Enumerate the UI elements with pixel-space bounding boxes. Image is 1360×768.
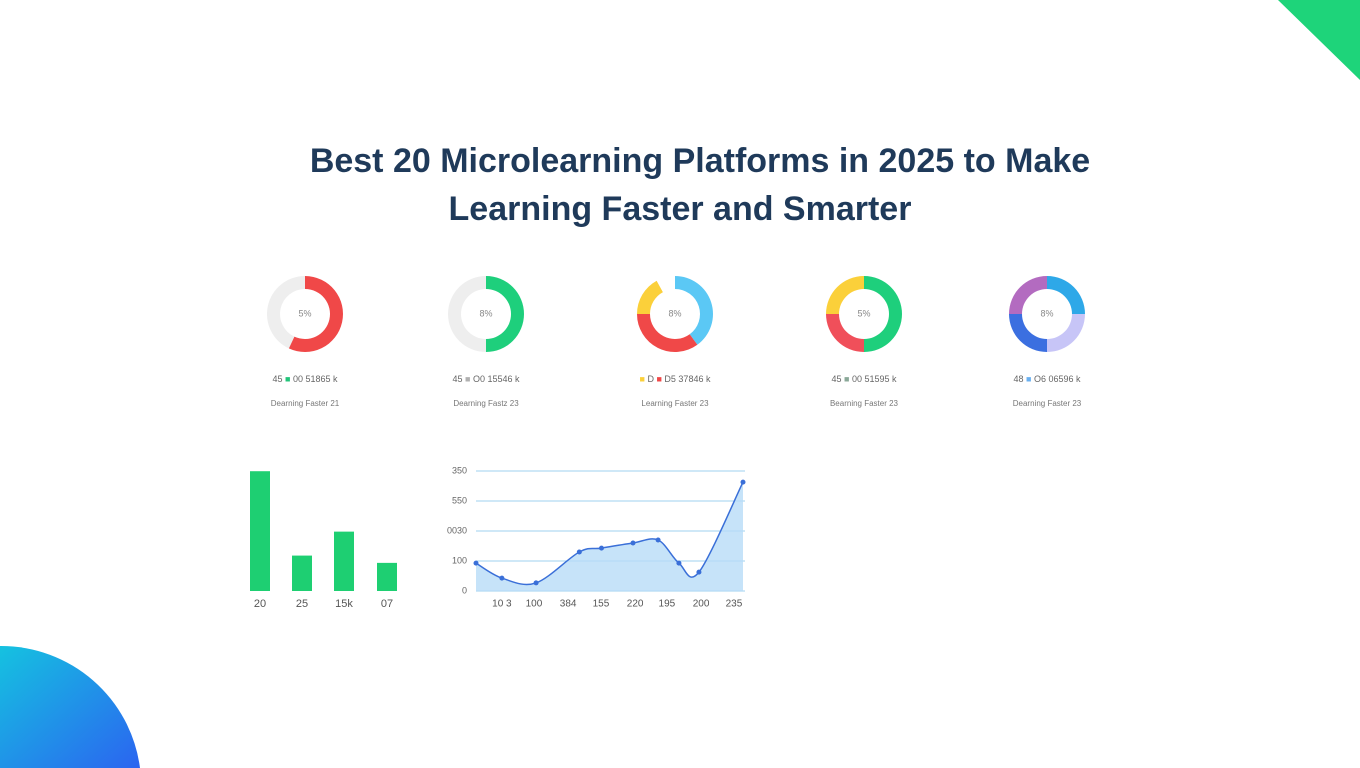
bar	[334, 531, 354, 591]
legend-text: O0 15546 k	[470, 374, 520, 384]
donut-center-label: 8%	[1040, 308, 1053, 318]
y-tick-label: 350	[452, 465, 467, 475]
x-tick-label: 195	[659, 599, 676, 610]
legend-text: 45	[273, 374, 286, 384]
donut-segment	[1047, 276, 1085, 314]
donut-segment	[1047, 314, 1085, 352]
point	[473, 560, 479, 566]
x-tick-label: 25	[296, 598, 308, 610]
legend-swatch: ■	[465, 374, 470, 384]
legend-text: 45	[453, 374, 466, 384]
x-tick-label: 07	[381, 598, 393, 610]
point	[533, 580, 539, 586]
bar	[377, 562, 397, 591]
point	[630, 540, 636, 546]
donut-segment	[486, 276, 524, 352]
x-tick-label: 235	[726, 599, 743, 610]
legend-line: 45 ■ 00 51865 k	[273, 374, 338, 384]
legend-text: D	[645, 374, 657, 384]
point	[676, 560, 682, 566]
donut-segment	[1009, 276, 1047, 314]
donut-segment	[637, 314, 698, 352]
legend-text: 48	[1014, 374, 1027, 384]
point	[696, 569, 702, 575]
legend-line: 45 ■ 00 51595 k	[832, 374, 897, 384]
legend-line: 45 ■ O0 15546 k	[453, 374, 520, 384]
donut-center-label: 8%	[668, 308, 681, 318]
point	[499, 575, 505, 581]
title: Learning Faster and Smarter	[449, 190, 912, 228]
y-tick-label: 0	[462, 585, 467, 595]
x-tick-label: 10 3	[492, 599, 512, 610]
x-tick-label: 220	[627, 599, 644, 610]
corner-decoration	[1278, 0, 1360, 80]
y-tick-label: 550	[452, 495, 467, 505]
corner-decoration	[0, 645, 140, 768]
donut-center-label: 8%	[479, 308, 492, 318]
legend-text: 00 51865 k	[290, 374, 338, 384]
legend-swatch: ■	[285, 374, 290, 384]
bar	[250, 471, 270, 591]
legend-line: ■ D ■ D5 37846 k	[640, 374, 711, 384]
legend-text: 00 51595 k	[849, 374, 897, 384]
legend-swatch: ■	[656, 374, 661, 384]
legend-swatch: ■	[1026, 374, 1031, 384]
donut-center-label: 5%	[857, 308, 870, 318]
donut-segment	[1009, 314, 1047, 352]
x-tick-label: 15k	[335, 598, 353, 610]
point	[655, 537, 661, 543]
donut-segment	[864, 276, 902, 352]
caption: Learning Faster 23	[641, 399, 709, 408]
legend-text: D5 37846 k	[662, 374, 711, 384]
donut-segment	[826, 276, 864, 314]
line	[475, 481, 744, 586]
caption: Dearning Faster 21	[271, 399, 340, 408]
donut-segment	[266, 276, 305, 349]
title: Best 20 Microlearning Platforms in 2025 …	[310, 142, 1090, 180]
donut-segment	[448, 276, 486, 352]
x-tick-label: 20	[254, 598, 266, 610]
x-tick-label: 384	[560, 599, 577, 610]
x-tick-label: 100	[526, 599, 543, 610]
donut-segment	[288, 276, 343, 352]
x-tick-label: 200	[693, 599, 710, 610]
donut-segment	[826, 314, 864, 352]
donut-center-label: 5%	[298, 308, 311, 318]
area	[476, 482, 743, 591]
point	[576, 549, 582, 555]
x-tick-label: 155	[593, 599, 610, 610]
caption: Dearning Fastz 23	[453, 399, 519, 408]
y-tick-label: 100	[452, 555, 467, 565]
point	[740, 479, 746, 485]
legend-text: O6 06596 k	[1031, 374, 1081, 384]
caption: Bearning Faster 23	[830, 399, 899, 408]
legend-line: 48 ■ O6 06596 k	[1014, 374, 1081, 384]
bar	[292, 555, 312, 591]
legend-swatch: ■	[844, 374, 849, 384]
donut-segment	[675, 276, 713, 345]
donut-segment	[656, 276, 675, 293]
point	[598, 545, 604, 551]
y-tick-label: 0030	[447, 525, 467, 535]
legend-swatch: ■	[640, 374, 645, 384]
legend-text: 45	[832, 374, 845, 384]
caption: Dearning Faster 23	[1013, 399, 1082, 408]
donut-segment	[637, 280, 663, 314]
